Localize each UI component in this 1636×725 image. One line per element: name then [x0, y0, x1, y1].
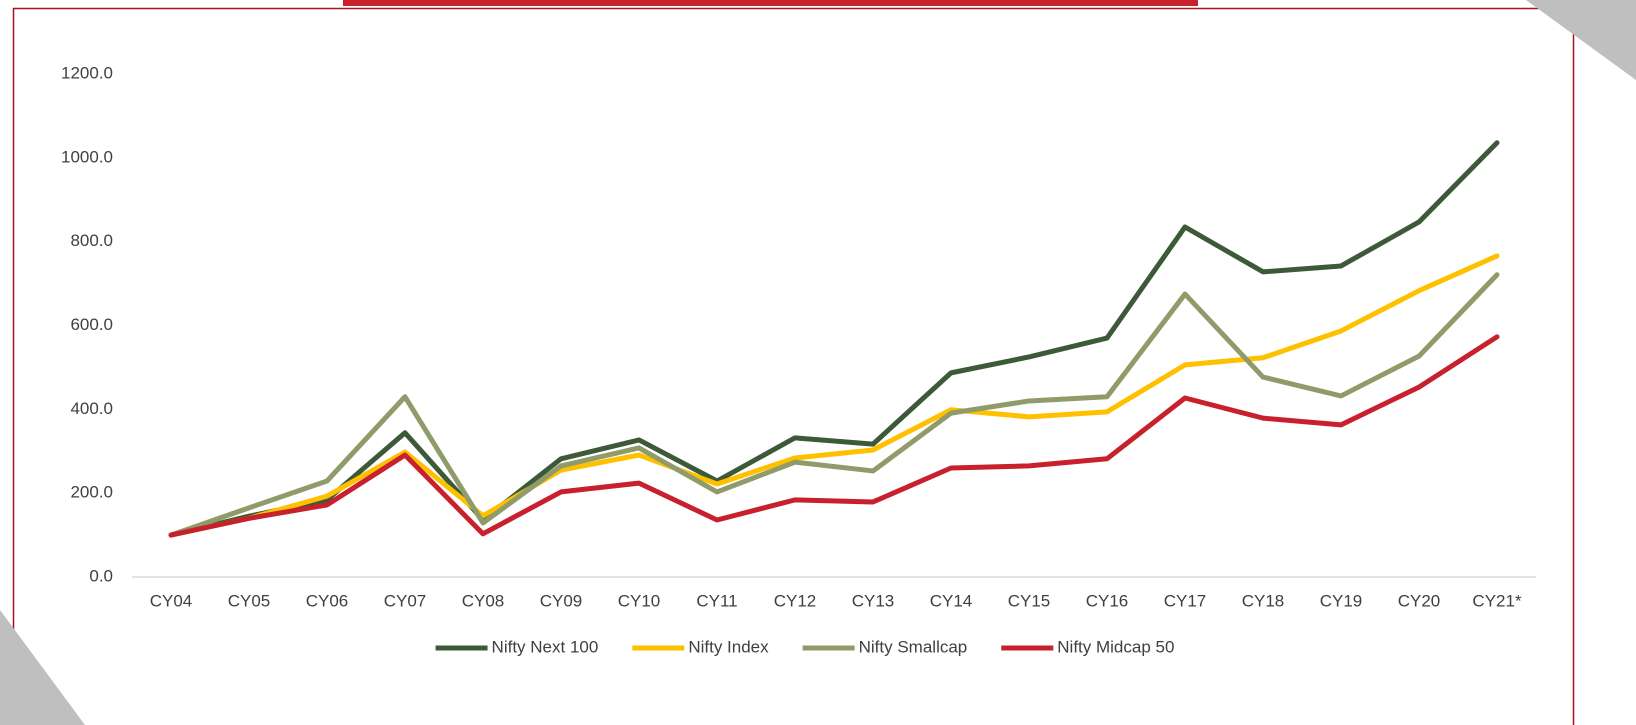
x-tick-label: CY07: [384, 591, 427, 610]
line-series: [168, 140, 1500, 538]
line-series: [168, 272, 1500, 538]
x-tick-label: CY17: [1164, 591, 1207, 610]
x-tick-label: CY12: [774, 591, 817, 610]
frame: [12, 7, 1575, 725]
y-tick-label: 200.0: [70, 483, 113, 502]
line-series: [168, 253, 1500, 538]
header-bar: [343, 0, 1198, 6]
legend-label: Nifty Index: [688, 637, 769, 656]
x-tick-label: CY18: [1242, 591, 1285, 610]
x-tick-label: CY19: [1320, 591, 1363, 610]
x-tick-label: CY08: [462, 591, 505, 610]
legend-label: Nifty Smallcap: [859, 637, 968, 656]
x-tick-label: CY06: [306, 591, 349, 610]
x-tick-label: CY10: [618, 591, 661, 610]
legend-label: Nifty Midcap 50: [1057, 637, 1174, 656]
x-tick-label: CY09: [540, 591, 583, 610]
y-tick-label: 600.0: [70, 315, 113, 334]
x-tick-label: CY04: [150, 591, 193, 610]
x-tick-label: CY11: [696, 591, 737, 610]
y-tick-label: 800.0: [70, 231, 113, 250]
x-tick-label: CY20: [1398, 591, 1441, 610]
x-tick-label: CY16: [1086, 591, 1129, 610]
legend-label: Nifty Next 100: [492, 637, 599, 656]
x-tick-label: CY05: [228, 591, 271, 610]
x-tick-label: CY15: [1008, 591, 1051, 610]
y-tick-label: 1000.0: [61, 147, 113, 166]
y-tick-label: 0.0: [89, 566, 113, 585]
x-tick-label: CY13: [852, 591, 895, 610]
y-tick-label: 1200.0: [61, 63, 113, 82]
x-tick-label: CY14: [930, 591, 973, 610]
corner-decoration: [1526, 0, 1636, 80]
x-tick-label: CY21*: [1472, 591, 1522, 610]
corner-decoration: [0, 610, 85, 725]
y-tick-label: 400.0: [70, 399, 113, 418]
line-series: [168, 334, 1500, 538]
